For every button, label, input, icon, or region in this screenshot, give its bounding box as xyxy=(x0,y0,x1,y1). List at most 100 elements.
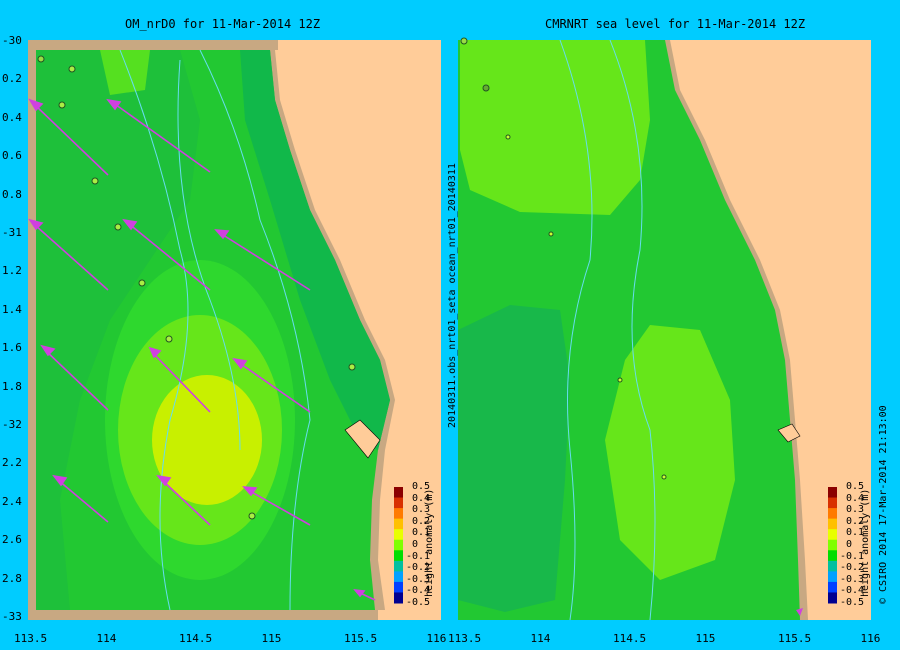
colorbar-segment xyxy=(394,560,403,572)
left-colorbar xyxy=(394,487,403,604)
lat-tick-label: 0.6 xyxy=(2,149,22,163)
colorbar-tick-label: -0.2 xyxy=(406,562,431,574)
lon-tick-label: 116 xyxy=(860,632,881,645)
lon-tick-label: 114 xyxy=(96,632,117,645)
colorbar-segment xyxy=(828,497,837,509)
left-stations xyxy=(37,55,356,520)
lat-tick-label: -31 xyxy=(2,226,22,239)
colorbar-tick-label: -0.4 xyxy=(406,585,431,597)
lat-tick-label: 2.8 xyxy=(2,571,22,585)
lat-tick-label: 0.4 xyxy=(2,110,22,124)
left-isobath-3 xyxy=(199,49,311,611)
colorbar-tick-label: 0.3 xyxy=(846,504,865,516)
colorbar-segment xyxy=(828,539,837,551)
lat-tick-label: 2.6 xyxy=(2,533,22,547)
left-north-blob xyxy=(100,50,150,95)
colorbar-tick-label: -0.4 xyxy=(840,585,865,597)
right-isobath-2 xyxy=(609,39,656,621)
lon-tick-label: 116 xyxy=(426,632,447,645)
colorbar-segment xyxy=(394,487,403,499)
colorbar-segment xyxy=(828,592,837,604)
colorbar-segment xyxy=(394,508,403,520)
colorbar-segment xyxy=(828,508,837,520)
lat-tick-label: 2.4 xyxy=(2,494,22,508)
left-island xyxy=(344,419,381,459)
colorbar-tick-label: 0.1 xyxy=(412,527,431,539)
lon-tick-label: 115 xyxy=(261,632,282,645)
right-island xyxy=(777,423,801,443)
colorbar-tick-label: 0.1 xyxy=(846,527,865,539)
left-map xyxy=(28,40,441,620)
left-border-south xyxy=(28,610,378,620)
colorbar-tick-label: 0 xyxy=(412,539,419,550)
colorbar-segment xyxy=(828,529,837,541)
right-panel-title: CMRNRT sea level for 11-Mar-2014 12Z xyxy=(545,17,806,31)
colorbar-segment xyxy=(394,592,403,604)
lon-tick-label: 114.5 xyxy=(179,632,213,645)
colorbar-segment xyxy=(394,539,403,551)
lat-tick-label: -33 xyxy=(2,610,22,623)
colorbar-tick-label: 0 xyxy=(846,539,853,550)
left-border-west xyxy=(28,40,36,620)
lon-tick-label: 115 xyxy=(695,632,716,645)
left-west-band xyxy=(36,50,200,610)
lat-tick-label: 0.8 xyxy=(2,187,22,201)
colorbar-tick-label: 0.4 xyxy=(846,492,865,504)
colorbar-segment xyxy=(394,581,403,593)
left-border-north xyxy=(28,40,278,50)
colorbar-segment xyxy=(394,529,403,541)
lon-tick-label: 114 xyxy=(530,632,551,645)
lon-tick-label: 115.5 xyxy=(778,632,812,645)
colorbar-tick-label: -0.1 xyxy=(406,550,431,562)
colorbar-tick-label: -0.2 xyxy=(840,562,865,574)
right-west-blob xyxy=(458,305,570,612)
left-isobath-2 xyxy=(119,49,189,611)
right-colorbar xyxy=(828,487,837,604)
left-isobath-1 xyxy=(177,59,241,451)
right-stations xyxy=(460,37,667,480)
lon-tick-label: 113.5 xyxy=(14,632,48,645)
colorbar-segment xyxy=(394,518,403,530)
run-id-label: 20140311.obs_nrt01_seta ocean_nrt01_2014… xyxy=(447,163,458,428)
colorbar-tick-label: -0.5 xyxy=(840,597,865,608)
left-panel-title: OM_nrD0 for 11-Mar-2014 12Z xyxy=(125,17,321,31)
lat-tick-label: 0.2 xyxy=(2,72,22,86)
colorbar-tick-label: 0.3 xyxy=(412,504,431,516)
left-colorbar-label: height anomaly (m) xyxy=(424,488,435,597)
right-colorbar-label: height anomaly (m) xyxy=(860,488,871,597)
colorbar-segment xyxy=(828,571,837,583)
lat-tick-label: 2.2 xyxy=(2,456,22,470)
colorbar-segment xyxy=(394,571,403,583)
colorbar-tick-label: -0.3 xyxy=(840,573,865,585)
lat-tick-label: -32 xyxy=(2,418,22,431)
right-map xyxy=(458,37,871,621)
left-current-arrows xyxy=(28,98,376,601)
colorbar-segment xyxy=(828,518,837,530)
right-isobath-1 xyxy=(559,39,593,621)
left-deep-band xyxy=(240,50,390,450)
colorbar-segment xyxy=(828,550,837,562)
colorbar-tick-label: -0.1 xyxy=(840,550,865,562)
right-center-blob xyxy=(605,325,735,580)
colorbar-tick-label: -0.3 xyxy=(406,573,431,585)
right-north-blob xyxy=(460,40,650,215)
colorbar-segment xyxy=(828,487,837,499)
lon-tick-label: 115.5 xyxy=(344,632,378,645)
colorbar-tick-label: 0.4 xyxy=(412,492,431,504)
lat-tick-label: -30 xyxy=(2,34,22,47)
colorbar-segment xyxy=(828,560,837,572)
colorbar-tick-label: 0.5 xyxy=(846,481,865,492)
credit-label: © CSIRO 2014 17-Mar-2014 21:13:00 xyxy=(878,405,889,604)
lat-tick-label: 1.8 xyxy=(2,379,22,393)
lat-tick-label: 1.6 xyxy=(2,341,22,355)
lon-tick-label: 114.5 xyxy=(613,632,647,645)
lon-tick-label: 113.5 xyxy=(448,632,482,645)
right-arrow xyxy=(796,608,803,616)
colorbar-segment xyxy=(394,550,403,562)
colorbar-tick-label: 0.5 xyxy=(412,481,431,492)
colorbar-tick-label: 0.2 xyxy=(412,515,431,527)
lat-tick-label: 1.4 xyxy=(2,302,22,316)
colorbar-segment xyxy=(394,497,403,509)
colorbar-segment xyxy=(828,581,837,593)
